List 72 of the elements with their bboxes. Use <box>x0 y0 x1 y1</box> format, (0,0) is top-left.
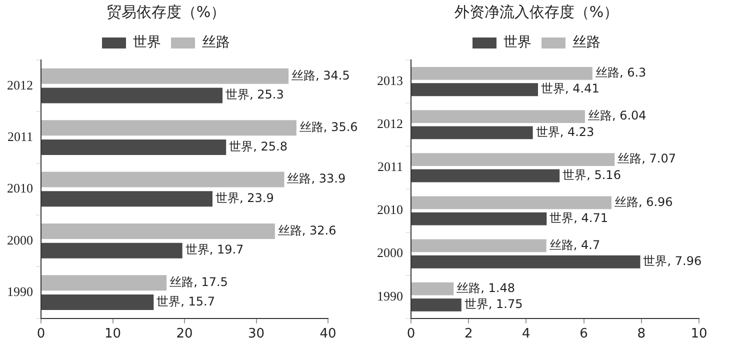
x-tick-label: 0 <box>36 326 46 342</box>
data-label: 世界, 25.3 <box>226 88 284 102</box>
bar <box>412 67 592 80</box>
bar <box>412 239 546 252</box>
bar <box>412 169 560 182</box>
x-tick-label: 20 <box>176 326 193 342</box>
bar <box>412 282 454 296</box>
chart-title: 贸易依存度（%） <box>106 2 226 21</box>
bar <box>42 242 182 258</box>
y-tick-label: 2012 <box>377 116 403 132</box>
bar <box>412 212 547 226</box>
data-label: 世界, 5.16 <box>562 168 621 182</box>
x-tick-label: 40 <box>320 326 336 342</box>
data-label: 世界, 4.23 <box>536 124 594 139</box>
bar <box>412 153 615 166</box>
bar <box>412 196 612 210</box>
data-label: 世界, 19.7 <box>185 242 244 257</box>
x-tick-label: 6 <box>580 326 588 342</box>
y-tick-label: 2000 <box>377 245 403 260</box>
x-tick-label: 10 <box>690 326 708 342</box>
data-label: 世界, 15.7 <box>156 294 216 308</box>
data-label: 丝路, 6.04 <box>588 108 646 123</box>
y-tick-label: 2013 <box>377 72 403 88</box>
bar <box>42 172 284 188</box>
bar <box>42 120 296 136</box>
y-tick-label: 2011 <box>7 128 33 144</box>
bar <box>412 110 585 123</box>
x-tick-label: 10 <box>104 326 122 342</box>
bar <box>42 294 154 310</box>
legend-label: 丝路 <box>202 34 230 51</box>
data-label: 丝路, 17.5 <box>170 274 228 289</box>
data-label: 世界, 4.71 <box>550 210 608 225</box>
data-label: 丝路, 6.96 <box>614 194 673 209</box>
data-label: 丝路, 6.3 <box>595 66 646 80</box>
legend-label: 丝路 <box>572 34 600 51</box>
y-tick-label: 2010 <box>377 202 403 218</box>
y-tick-label: 2000 <box>7 232 33 248</box>
data-label: 丝路, 7.07 <box>618 152 676 166</box>
bar <box>412 255 640 268</box>
bar <box>42 88 223 104</box>
bar <box>412 83 538 96</box>
x-tick-label: 2 <box>464 326 473 342</box>
y-tick-label: 2011 <box>377 159 403 174</box>
bar <box>42 191 212 207</box>
y-tick-label: 1990 <box>377 288 403 304</box>
legend-label: 世界 <box>133 34 161 51</box>
data-label: 世界, 4.41 <box>541 82 600 96</box>
x-tick-label: 8 <box>637 326 646 342</box>
data-label: 世界, 23.9 <box>215 191 274 206</box>
bar <box>42 275 167 291</box>
data-label: 世界, 25.8 <box>229 139 288 154</box>
data-label: 丝路, 33.9 <box>287 172 346 186</box>
bar <box>412 126 533 140</box>
bar <box>42 223 275 239</box>
y-tick-label: 2010 <box>7 180 33 196</box>
bar <box>412 298 462 312</box>
y-tick-label: 1990 <box>7 284 33 299</box>
bar <box>42 139 226 155</box>
x-tick-label: 4 <box>522 326 530 342</box>
chart-title: 外资净流入依存度（%） <box>454 2 619 21</box>
legend-label: 世界 <box>504 34 532 51</box>
data-label: 丝路, 34.5 <box>292 68 350 82</box>
data-label: 丝路, 35.6 <box>299 120 358 134</box>
bar <box>42 68 289 84</box>
y-tick-label: 2012 <box>7 77 33 92</box>
data-label: 丝路, 32.6 <box>278 223 336 238</box>
data-label: 丝路, 4.7 <box>549 238 600 252</box>
x-tick-label: 0 <box>406 326 416 342</box>
data-label: 世界, 7.96 <box>643 254 702 268</box>
x-tick-label: 30 <box>248 326 265 342</box>
data-label: 丝路, 1.48 <box>456 280 515 295</box>
data-label: 世界, 1.75 <box>464 297 523 312</box>
